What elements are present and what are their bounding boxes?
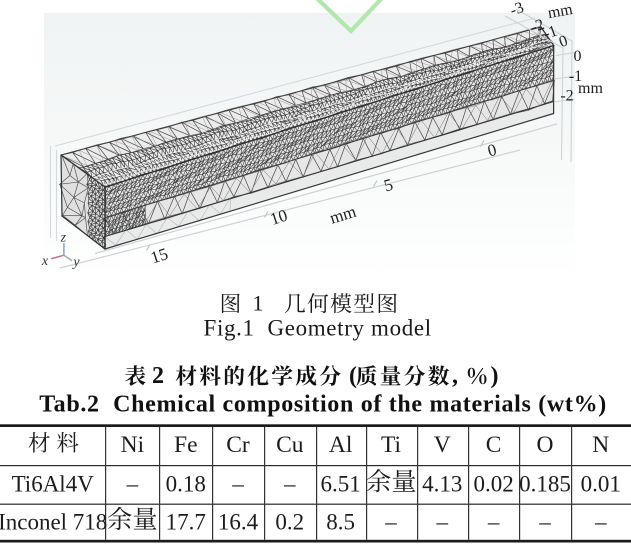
svg-text:1: 1: [252, 291, 263, 316]
svg-text:0.185: 0.185: [519, 472, 571, 497]
svg-text:0.02: 0.02: [473, 472, 513, 497]
svg-text:z: z: [60, 231, 67, 246]
svg-text:4.13: 4.13: [422, 472, 462, 497]
svg-text:Ni: Ni: [121, 432, 145, 458]
svg-text:-2: -2: [528, 16, 546, 37]
svg-text:O: O: [537, 432, 554, 458]
svg-text:8.5: 8.5: [326, 509, 355, 534]
svg-text:–: –: [538, 509, 551, 534]
svg-text:17.7: 17.7: [166, 509, 206, 534]
svg-text:y: y: [71, 255, 80, 270]
svg-text:10: 10: [268, 206, 290, 229]
svg-text:x: x: [41, 254, 49, 269]
svg-text:Fe: Fe: [174, 432, 198, 458]
svg-text:-1: -1: [541, 23, 559, 44]
svg-text:–: –: [594, 509, 607, 534]
svg-text:mm: mm: [546, 1, 574, 22]
svg-text:mm: mm: [578, 80, 603, 97]
svg-text:16.4: 16.4: [218, 509, 259, 534]
svg-text:Tab.2 Chemical composition of: Tab.2 Chemical composition of the materi…: [39, 391, 607, 417]
svg-text:Fig.1 Geometry model: Fig.1 Geometry model: [204, 316, 432, 341]
svg-text:V: V: [434, 432, 451, 458]
svg-text:-2: -2: [560, 88, 573, 105]
svg-text:15: 15: [148, 244, 170, 267]
svg-text:0.2: 0.2: [275, 509, 304, 534]
svg-text:): ): [491, 363, 499, 389]
svg-text:C: C: [486, 432, 502, 458]
svg-text:6.51: 6.51: [320, 472, 360, 497]
svg-text:Cr: Cr: [226, 432, 250, 458]
svg-text:–: –: [231, 472, 244, 497]
svg-text:Ti: Ti: [381, 432, 402, 458]
svg-text:Inconel 718: Inconel 718: [0, 509, 107, 534]
svg-text:–: –: [487, 509, 500, 534]
svg-text:0.18: 0.18: [166, 472, 206, 497]
svg-text:0.01: 0.01: [581, 472, 621, 497]
svg-text:–: –: [435, 509, 448, 534]
svg-text:–: –: [283, 472, 296, 497]
svg-text:Cu: Cu: [276, 432, 304, 458]
svg-text:2: 2: [152, 363, 164, 389]
svg-text:N: N: [592, 432, 609, 458]
svg-text:-1: -1: [569, 68, 582, 85]
svg-text:-3: -3: [508, 0, 526, 20]
svg-text:(: (: [349, 363, 357, 389]
svg-text:0: 0: [574, 48, 582, 65]
svg-text:,: ,: [452, 363, 458, 389]
svg-text:–: –: [126, 472, 139, 497]
svg-text:Al: Al: [329, 432, 353, 458]
svg-text:–: –: [384, 509, 397, 534]
svg-text:Ti6Al4V: Ti6Al4V: [12, 472, 95, 497]
